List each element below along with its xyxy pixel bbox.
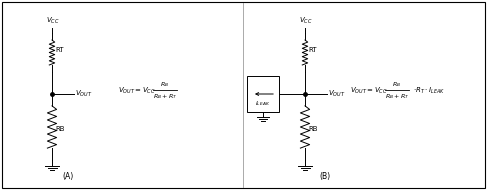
Text: $R_B$: $R_B$ bbox=[393, 81, 402, 89]
Text: $V_{OUT}=V_{CC}$: $V_{OUT}=V_{CC}$ bbox=[118, 86, 156, 96]
Text: RT: RT bbox=[308, 48, 317, 54]
Text: (B): (B) bbox=[319, 172, 331, 181]
Text: $V_{OUT}$: $V_{OUT}$ bbox=[75, 89, 93, 99]
Text: $V_{CC}$: $V_{CC}$ bbox=[46, 16, 59, 26]
Text: RB: RB bbox=[308, 126, 318, 132]
Text: $R_B+R_T$: $R_B+R_T$ bbox=[385, 93, 409, 101]
Text: $I_{LEAK}$: $I_{LEAK}$ bbox=[255, 99, 271, 108]
Text: $V_{OUT}=V_{CC}$: $V_{OUT}=V_{CC}$ bbox=[350, 86, 388, 96]
Text: RB: RB bbox=[55, 126, 64, 132]
Text: $R_B$: $R_B$ bbox=[160, 81, 169, 89]
Bar bbox=[247, 76, 279, 112]
Text: (A): (A) bbox=[62, 172, 74, 181]
Text: $V_{OUT}$: $V_{OUT}$ bbox=[328, 89, 346, 99]
Text: $\cdot R_T\cdot I_{LEAK}$: $\cdot R_T\cdot I_{LEAK}$ bbox=[413, 86, 445, 96]
Text: $R_B+R_T$: $R_B+R_T$ bbox=[153, 93, 177, 101]
Text: RT: RT bbox=[55, 48, 63, 54]
Text: $V_{CC}$: $V_{CC}$ bbox=[299, 16, 313, 26]
